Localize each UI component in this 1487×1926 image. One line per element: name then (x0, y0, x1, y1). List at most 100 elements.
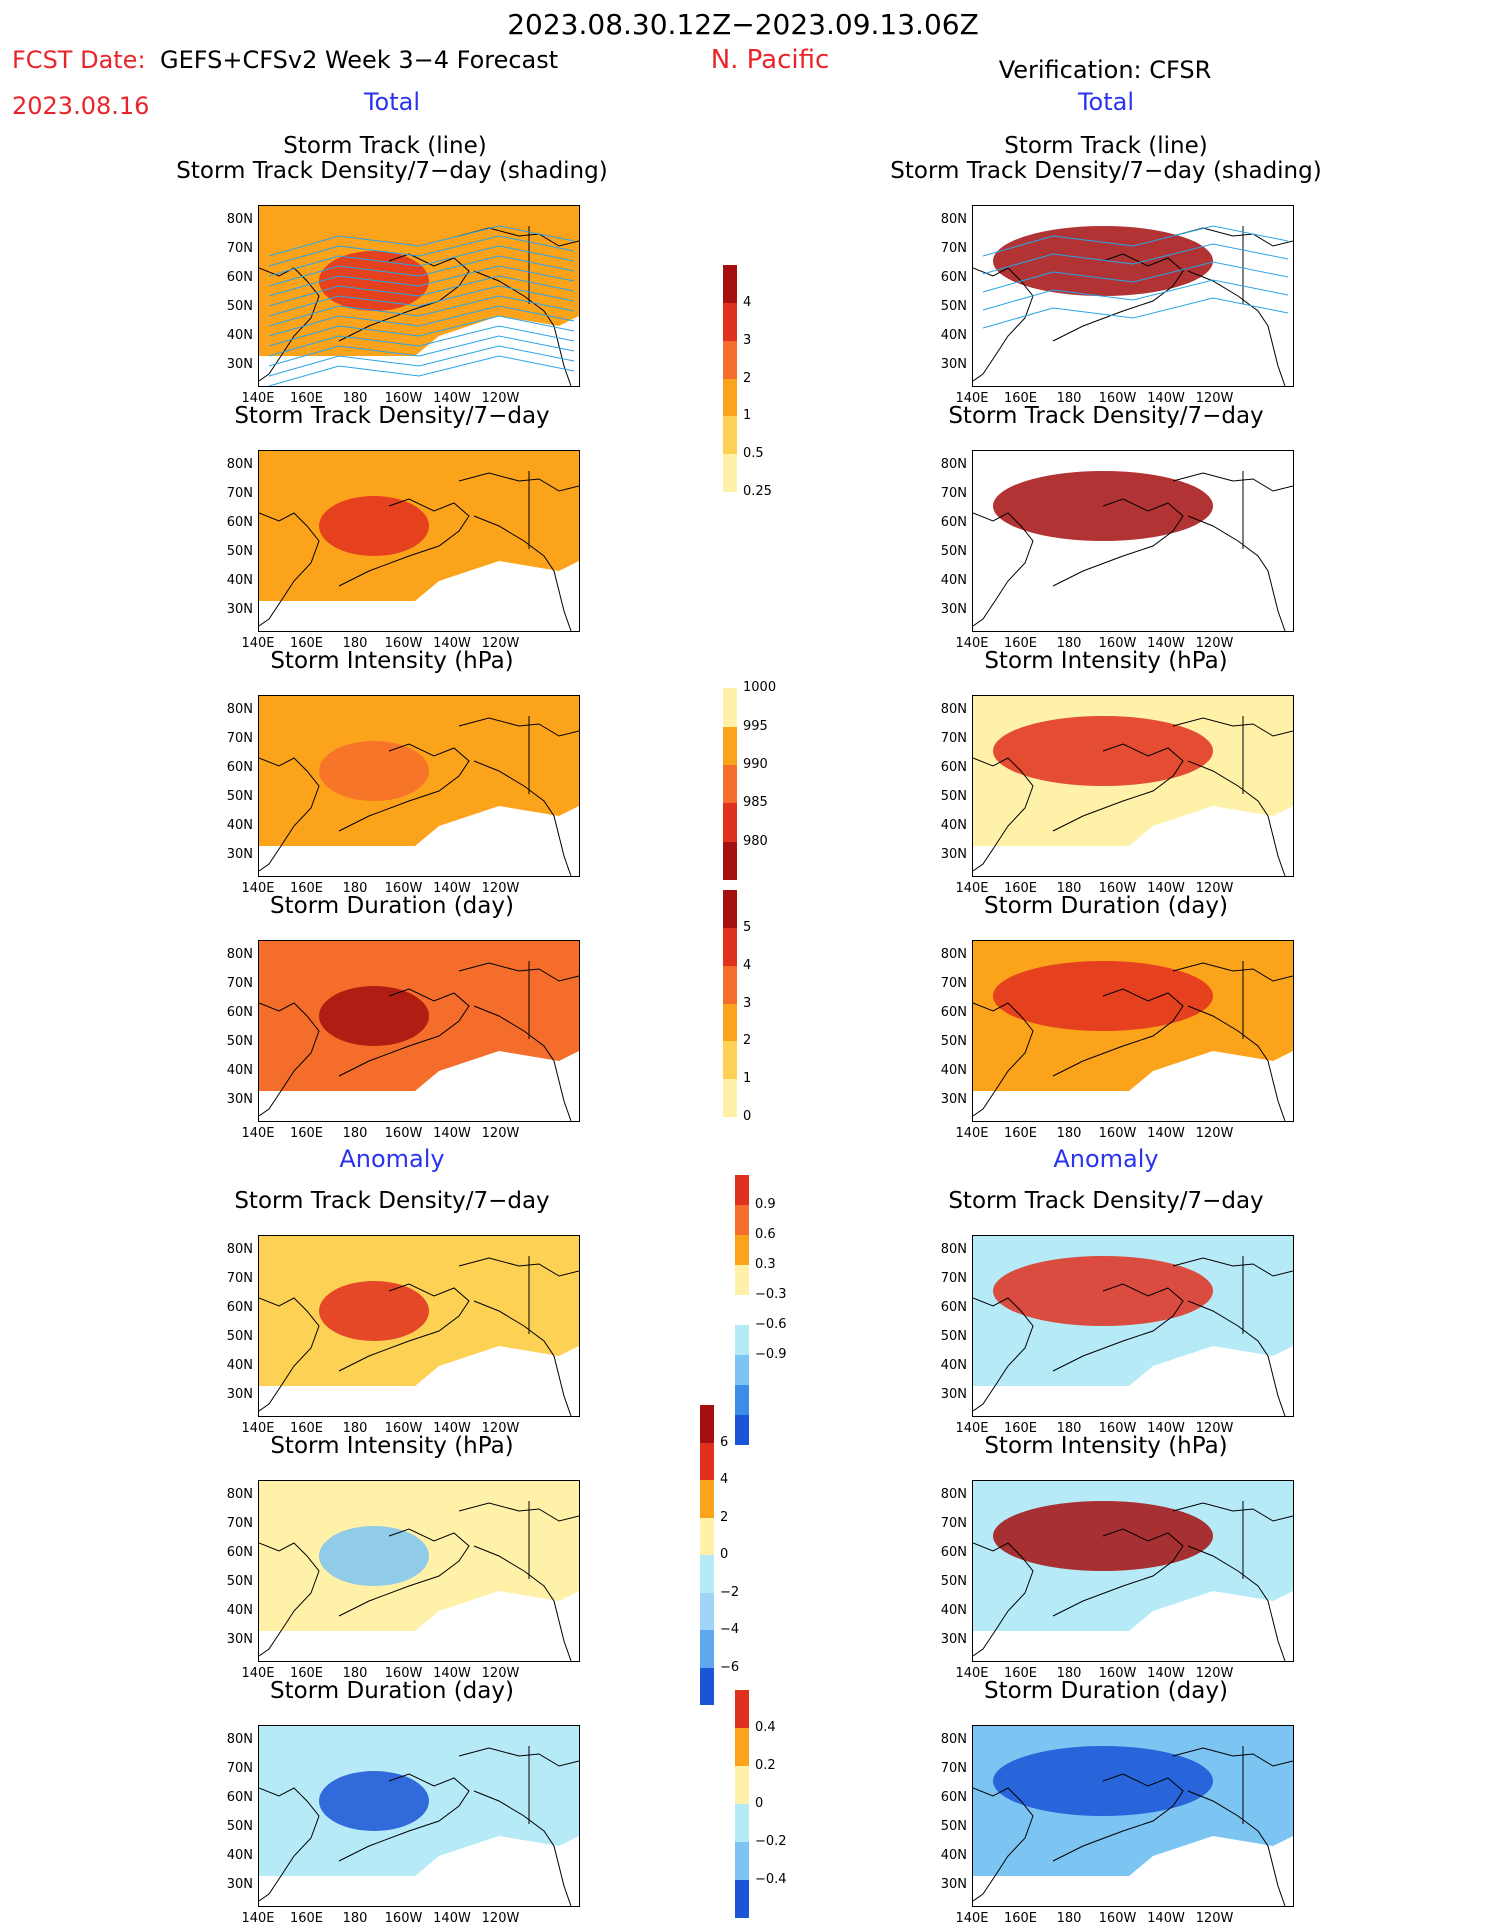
lon-tick-label: 180 (1056, 636, 1082, 651)
lon-tick-label: 160E (1003, 391, 1038, 406)
map-field (973, 206, 1293, 386)
colorbar-label: 0 (755, 1796, 764, 1811)
lat-tick-label: 40N (940, 573, 967, 588)
lon-tick-label: 160E (289, 391, 324, 406)
lon-tick-label: 140E (955, 1126, 989, 1141)
field-empty-region (1093, 316, 1293, 386)
lat-tick-label: 30N (940, 847, 967, 862)
colorbar-label: 0.5 (743, 446, 764, 462)
left-anomaly-label: Anomaly (339, 1145, 445, 1173)
right-map-panel-4 (972, 940, 1294, 1122)
colorbar-segment (735, 1804, 749, 1842)
lat-tick-label: 70N (940, 731, 967, 746)
lon-tick-label: 160W (384, 391, 423, 406)
lon-tick-label: 160W (1098, 1126, 1137, 1141)
lon-tick-label: 140W (433, 1666, 471, 1681)
lat-tick-label: 60N (226, 270, 253, 285)
colorbar-segment (723, 841, 737, 880)
right-map-panel-6 (972, 1480, 1294, 1662)
right-duration-anom-title: Storm Duration (day) (984, 1678, 1228, 1704)
colorbar-label: 4 (743, 957, 752, 973)
colorbar-segment (700, 1667, 714, 1705)
colorbar-segment (700, 1555, 714, 1593)
lat-tick-label: 60N (226, 1790, 253, 1805)
left-map-panel-5 (258, 1235, 580, 1417)
lat-tick-label: 40N (226, 1063, 253, 1078)
colorbar-segment (735, 1235, 749, 1265)
colorbar-label: 985 (743, 795, 768, 811)
lat-tick-label: 80N (226, 1487, 253, 1502)
left-map-panel-6 (258, 1480, 580, 1662)
colorbar-label: −0.6 (755, 1317, 787, 1332)
coastline (973, 471, 1293, 631)
colorbar-label: 0.6 (755, 1227, 776, 1242)
lat-tick-label: 30N (940, 1877, 967, 1892)
model-label: GEFS+CFSv2 Week 3−4 Forecast (160, 46, 559, 74)
lon-tick-label: 180 (342, 1666, 368, 1681)
coastline (973, 716, 1293, 876)
coastline (259, 716, 579, 876)
storm-track-line (268, 335, 575, 367)
colorbar-segment (723, 965, 737, 1004)
lat-tick-label: 30N (226, 1877, 253, 1892)
left-map-panel-4 (258, 940, 580, 1122)
lon-tick-label: 120W (1195, 636, 1234, 651)
lon-tick-label: 120W (1195, 881, 1234, 896)
colorbar-segment (700, 1592, 714, 1630)
lat-tick-label: 80N (226, 1242, 253, 1257)
lat-tick-label: 40N (226, 573, 253, 588)
lon-tick-label: 140E (955, 1911, 989, 1926)
left-duration-title: Storm Duration (day) (270, 893, 514, 919)
storm-track-line (982, 261, 1289, 293)
colorbar-label: 0.4 (755, 1720, 776, 1735)
lon-tick-label: 140W (433, 391, 471, 406)
colorbar-segment (735, 1842, 749, 1880)
colorbar-segment (723, 726, 737, 765)
storm-track-line (982, 225, 1289, 257)
colorbar-label: 0 (720, 1547, 729, 1562)
storm-track-line (268, 295, 575, 327)
colorbar-duration-anomaly: 0.4 0.2 0 −0.2 −0.4 (735, 1690, 787, 1918)
lat-tick-label: 40N (226, 818, 253, 833)
lat-tick-label: 50N (940, 1574, 967, 1589)
field-empty-region (379, 561, 579, 631)
lat-tick-label: 60N (226, 1300, 253, 1315)
map-field (973, 451, 1293, 631)
lon-tick-label: 120W (481, 1666, 520, 1681)
storm-track-line (268, 265, 575, 297)
left-density-title: Storm Track Density/7−day (234, 403, 550, 429)
lat-tick-label: 60N (226, 1005, 253, 1020)
lon-tick-label: 160W (384, 881, 423, 896)
right-intensity-anom-title: Storm Intensity (hPa) (984, 1433, 1228, 1459)
colorbar-duration-total: 5 4 3 2 1 0 (723, 890, 751, 1155)
right-anomaly-label: Anomaly (1053, 1145, 1159, 1173)
colorbar-label: 3 (743, 995, 752, 1011)
lon-tick-label: 140E (955, 881, 989, 896)
lon-tick-label: 120W (1195, 1666, 1234, 1681)
left-intensity-title: Storm Intensity (hPa) (270, 648, 514, 674)
lat-tick-label: 80N (226, 212, 253, 227)
lat-tick-label: 30N (226, 1092, 253, 1107)
lon-tick-label: 120W (481, 391, 520, 406)
lat-tick-label: 70N (940, 1761, 967, 1776)
lon-tick-label: 140W (1147, 636, 1185, 651)
field-maximum (319, 741, 429, 801)
right-map-panel-2 (972, 450, 1294, 632)
lat-tick-label: 40N (940, 1603, 967, 1618)
lon-tick-label: 180 (342, 881, 368, 896)
field-maximum (319, 251, 429, 311)
storm-track-line (268, 305, 575, 337)
colorbar-label: 995 (743, 718, 768, 734)
lon-tick-label: 160E (1003, 1911, 1038, 1926)
lat-tick-label: 60N (226, 760, 253, 775)
lat-tick-label: 30N (940, 1632, 967, 1647)
fcst-date-label: FCST Date: (12, 46, 146, 74)
lat-tick-label: 50N (226, 1329, 253, 1344)
lon-tick-label: 140W (433, 1126, 471, 1141)
lat-tick-label: 60N (940, 1545, 967, 1560)
map-field (259, 206, 579, 386)
lon-tick-label: 160W (1098, 391, 1137, 406)
colorbar-segment (723, 1079, 737, 1118)
lon-tick-label: 180 (1056, 881, 1082, 896)
lat-tick-label: 30N (940, 1092, 967, 1107)
